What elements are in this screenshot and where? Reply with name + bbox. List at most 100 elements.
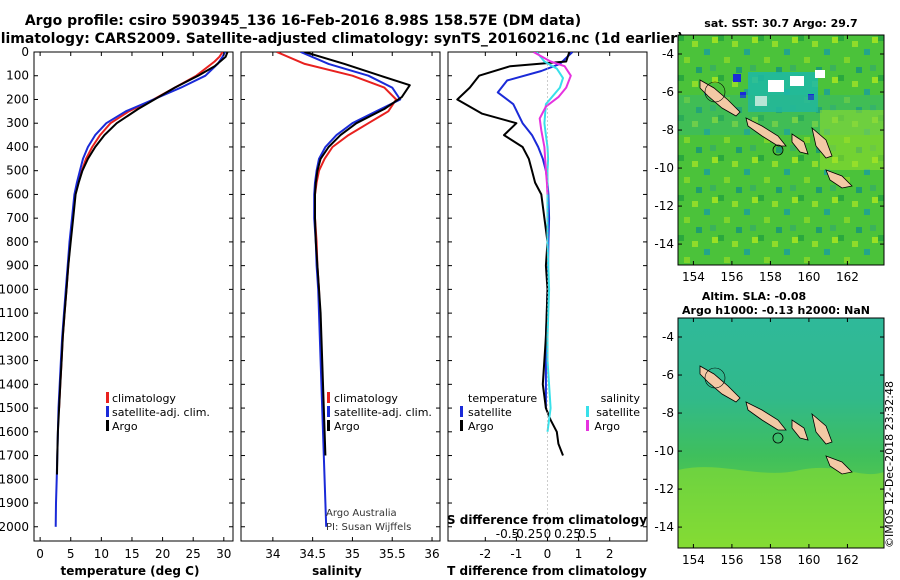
credit-pi: PI: Susan Wijffels bbox=[326, 522, 411, 533]
sst-cold-patch-3 bbox=[740, 92, 746, 98]
map-x-tick-label: 158 bbox=[759, 553, 782, 567]
sst-cold-patch-2 bbox=[808, 94, 814, 100]
map-y-tick-label: -14 bbox=[654, 520, 674, 534]
map-y-tick-label: -12 bbox=[654, 199, 674, 213]
sst-map-y-axis: -4 -6 -8 -10 -12 -14 bbox=[654, 47, 884, 251]
depth-tick-label: 100 bbox=[6, 69, 29, 83]
legend-swatch-sal-satellite bbox=[586, 406, 589, 417]
x-tick-label: 2 bbox=[606, 547, 614, 561]
legend-label-sal-satellite: satellite bbox=[596, 406, 640, 419]
legend-label-argo: Argo bbox=[334, 420, 360, 433]
credit-argo-australia: Argo Australia bbox=[326, 508, 397, 519]
legend-heading-salinity: salinity bbox=[601, 392, 641, 405]
x-tick-label: 0 bbox=[544, 547, 552, 561]
sla-map-frame bbox=[677, 317, 885, 549]
imos-credit: ©IMOS 12-Dec-2018 23:32:48 bbox=[883, 381, 896, 548]
legend-swatch-temp-satellite bbox=[460, 406, 463, 417]
x-tick-label: 5 bbox=[67, 547, 75, 561]
sst-map-title: sat. SST: 30.7 Argo: 29.7 bbox=[704, 17, 857, 30]
map-x-tick-label: 156 bbox=[720, 270, 743, 284]
sst-map bbox=[678, 35, 884, 265]
sst-circle-ring bbox=[704, 81, 726, 103]
salinity-series bbox=[276, 52, 411, 527]
map-y-tick-label: -4 bbox=[662, 330, 674, 344]
legend-swatch-satellite bbox=[327, 406, 330, 417]
map-y-tick-label: -4 bbox=[662, 47, 674, 61]
temperature-panel-frame bbox=[33, 51, 234, 542]
depth-tick-label: 2000 bbox=[0, 520, 29, 534]
sla-island-3 bbox=[791, 419, 809, 441]
map-y-tick-label: -6 bbox=[662, 85, 674, 99]
legend-label-temp-argo: Argo bbox=[468, 420, 494, 433]
depth-tick-label: 800 bbox=[6, 235, 29, 249]
x-tick-label: 20 bbox=[155, 547, 170, 561]
difference-xlabel: T difference from climatology bbox=[447, 564, 647, 578]
map-x-tick-label: 160 bbox=[797, 553, 820, 567]
depth-tick-label: 1600 bbox=[0, 425, 29, 439]
map-y-tick-label: -8 bbox=[662, 123, 674, 137]
depth-tick-label: 600 bbox=[6, 187, 29, 201]
x-tick-label: 25 bbox=[186, 547, 201, 561]
legend-swatch-climatology bbox=[327, 392, 330, 403]
x-tick-label: 15 bbox=[124, 547, 139, 561]
legend-swatch-argo bbox=[106, 420, 109, 431]
map-x-tick-label: 154 bbox=[682, 270, 705, 284]
sst-cold-patch-1 bbox=[733, 74, 741, 82]
series-line-salinity-satellite bbox=[535, 52, 564, 432]
map-y-tick-label: -14 bbox=[654, 237, 674, 251]
depth-tick-label: 1100 bbox=[0, 306, 29, 320]
x-tick-label: -1 bbox=[510, 547, 522, 561]
salinity-xlabel: salinity bbox=[312, 564, 362, 578]
x-tick-label: 1 bbox=[575, 547, 583, 561]
depth-tick-label: 1500 bbox=[0, 401, 29, 415]
salinity-x-axis: 34 34.5 35 35.5 36 bbox=[265, 52, 440, 561]
map-x-tick-label: 156 bbox=[720, 553, 743, 567]
depth-tick-label: 1900 bbox=[0, 496, 29, 510]
sst-missing-patch-3 bbox=[755, 96, 767, 106]
temperature-series bbox=[54, 52, 229, 527]
x-tick-label: 35 bbox=[345, 547, 360, 561]
map-y-tick-label: -8 bbox=[662, 406, 674, 420]
x-top-tick-label: -0.25 bbox=[512, 527, 543, 541]
temperature-legend: climatology satellite-adj. clim. Argo bbox=[106, 392, 210, 433]
depth-tick-label: 300 bbox=[6, 116, 29, 130]
depth-tick-label: 500 bbox=[6, 164, 29, 178]
sst-island-3 bbox=[791, 133, 809, 155]
x-tick-label: 36 bbox=[424, 547, 439, 561]
series-line-argo bbox=[56, 52, 229, 475]
sst-island-4 bbox=[811, 126, 833, 159]
sla-island-5 bbox=[825, 455, 853, 475]
sla-map-title-line1: Altim. SLA: -0.08 bbox=[702, 290, 806, 303]
sla-map-title-line2: Argo h1000: -0.13 h2000: NaN bbox=[682, 304, 870, 317]
x-tick-label: 34 bbox=[265, 547, 280, 561]
map-y-tick-label: -10 bbox=[654, 444, 674, 458]
x-tick-label: 35.5 bbox=[379, 547, 406, 561]
depth-tick-label: 1300 bbox=[0, 354, 29, 368]
legend-label-climatology: climatology bbox=[112, 392, 176, 405]
map-x-tick-label: 160 bbox=[797, 270, 820, 284]
sst-missing-patch-1 bbox=[768, 80, 784, 92]
x-top-tick-label: 0.25 bbox=[554, 527, 581, 541]
difference-legend-salinity: salinity satellite Argo bbox=[586, 392, 640, 433]
sla-island-1 bbox=[699, 365, 741, 403]
series-line-argo bbox=[304, 52, 411, 456]
legend-swatch-argo bbox=[327, 420, 330, 431]
legend-label-satellite: satellite-adj. clim. bbox=[334, 406, 432, 419]
depth-tick-label: 700 bbox=[6, 211, 29, 225]
sla-island-2 bbox=[745, 401, 787, 431]
depth-tick-label: 200 bbox=[6, 92, 29, 106]
sst-island-2 bbox=[745, 117, 787, 147]
sst-map-x-axis: 154 156 158 160 162 bbox=[682, 35, 859, 284]
series-line-temperature-argo bbox=[456, 52, 571, 456]
sst-warm-south bbox=[820, 110, 884, 170]
x-top-tick-label: -0.5 bbox=[496, 527, 519, 541]
map-y-tick-label: -6 bbox=[662, 368, 674, 382]
temperature-xlabel: temperature (deg C) bbox=[61, 564, 200, 578]
depth-tick-label: 1000 bbox=[0, 282, 29, 296]
depth-tick-label: 400 bbox=[6, 140, 29, 154]
sla-map-x-axis: 154 156 158 160 162 bbox=[682, 318, 859, 567]
x-top-tick-label: 0.5 bbox=[578, 527, 597, 541]
difference-legend-temperature: temperature satellite Argo bbox=[460, 392, 537, 433]
legend-swatch-temp-argo bbox=[460, 420, 463, 431]
